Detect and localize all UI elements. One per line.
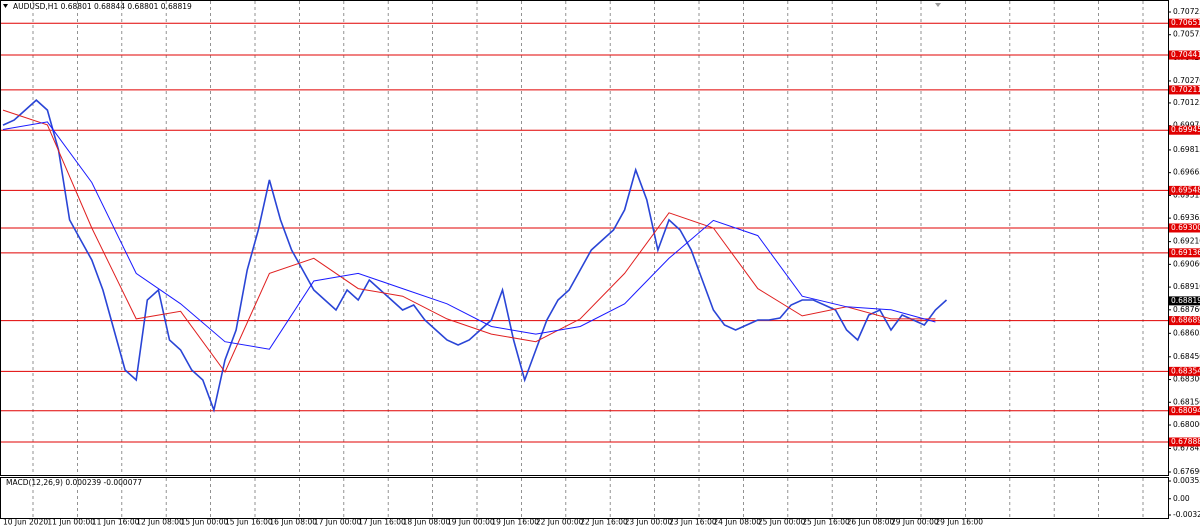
x-tick-label: 19 Jun 00:00 (447, 518, 495, 527)
y-tick-label: 0.67845 (1173, 444, 1200, 453)
y-tick-label: 0.69815 (1173, 145, 1200, 154)
macd-window (0, 477, 1169, 519)
y-tick-label: 0.68605 (1173, 328, 1200, 337)
level-label: 0.69548 (1171, 185, 1200, 194)
level-label-box (1169, 125, 1200, 135)
level-label: 0.69136 (1171, 248, 1200, 257)
x-tick-label: 29 Jun 16:00 (935, 518, 983, 527)
level-label: 0.69945 (1171, 125, 1200, 134)
x-tick-label: 25 Jun 16:00 (802, 518, 850, 527)
y-tick-label: 0.70575 (1173, 30, 1200, 39)
x-tick-label: 29 Jun 00:00 (891, 518, 939, 527)
level-label: 0.70651 (1171, 18, 1200, 27)
level-label-box (1169, 185, 1200, 195)
title-arrow (3, 4, 8, 8)
last-price-box (1169, 296, 1200, 306)
y-tick-label: 0.69365 (1173, 213, 1200, 222)
y-tick-label: 0.70725 (1173, 7, 1200, 16)
x-tick-label: 17 Jun 16:00 (358, 518, 406, 527)
level-label: 0.69300 (1171, 223, 1200, 232)
x-tick-label: 11 Jun 00:00 (47, 518, 95, 527)
shift-marker (935, 3, 941, 7)
x-tick-label: 19 Jun 16:00 (491, 518, 539, 527)
x-tick-label: 23 Jun 16:00 (669, 518, 717, 527)
x-tick-label: 11 Jun 16:00 (92, 518, 140, 527)
x-tick-label: 23 Jun 00:00 (625, 518, 673, 527)
price-series (2, 121, 936, 350)
x-tick-label: 12 Jun 08:00 (136, 518, 184, 527)
last-price-label: 0.68819 (1171, 296, 1200, 305)
y-tick-label: 0.00 (1173, 494, 1190, 503)
level-label: 0.68354 (1171, 366, 1200, 375)
x-tick-label: 22 Jun 00:00 (536, 518, 584, 527)
price-series (2, 99, 948, 413)
level-label: 0.70211 (1171, 85, 1200, 94)
macd-title: MACD(12,26,9) 0.000239 -0.000077 (6, 478, 142, 487)
x-tick-label: 26 Jun 08:00 (847, 518, 895, 527)
level-label-box (1169, 437, 1200, 447)
level-label-box (1169, 248, 1200, 258)
y-tick-label: -0.003235 (1173, 510, 1200, 519)
x-tick-label: 22 Jun 16:00 (580, 518, 628, 527)
y-tick-label: 0.69665 (1173, 168, 1200, 177)
level-label-box (1169, 316, 1200, 326)
x-tick-label: 10 Jun 2020 (3, 518, 48, 527)
chart-title: AUDUSD,H1 0.68801 0.68844 0.68801 0.6881… (13, 2, 192, 11)
level-label-box (1169, 406, 1200, 416)
level-label: 0.67888 (1171, 437, 1200, 446)
level-label-box (1169, 223, 1200, 233)
level-label: 0.70441 (1171, 50, 1200, 59)
level-label-box (1169, 18, 1200, 28)
y-tick-label: 0.003537 (1173, 476, 1200, 485)
level-label-box (1169, 50, 1200, 60)
level-label: 0.68689 (1171, 316, 1200, 325)
x-tick-label: 15 Jun 16:00 (225, 518, 273, 527)
level-label-box (1169, 366, 1200, 376)
x-tick-label: 24 Jun 08:00 (713, 518, 761, 527)
y-tick-label: 0.69975 (1173, 121, 1200, 130)
main-window (0, 0, 1169, 476)
level-label: 0.68094 (1171, 406, 1200, 415)
price-series (2, 109, 936, 373)
level-label-box (1169, 85, 1200, 95)
x-tick-label: 18 Jun 08:00 (403, 518, 451, 527)
x-tick-label: 17 Jun 00:00 (314, 518, 362, 527)
x-tick-label: 25 Jun 00:00 (758, 518, 806, 527)
y-tick-label: 0.70125 (1173, 98, 1200, 107)
y-tick-label: 0.69515 (1173, 190, 1200, 199)
x-tick-label: 15 Jun 00:00 (181, 518, 229, 527)
x-tick-label: 16 Jun 08:00 (269, 518, 317, 527)
